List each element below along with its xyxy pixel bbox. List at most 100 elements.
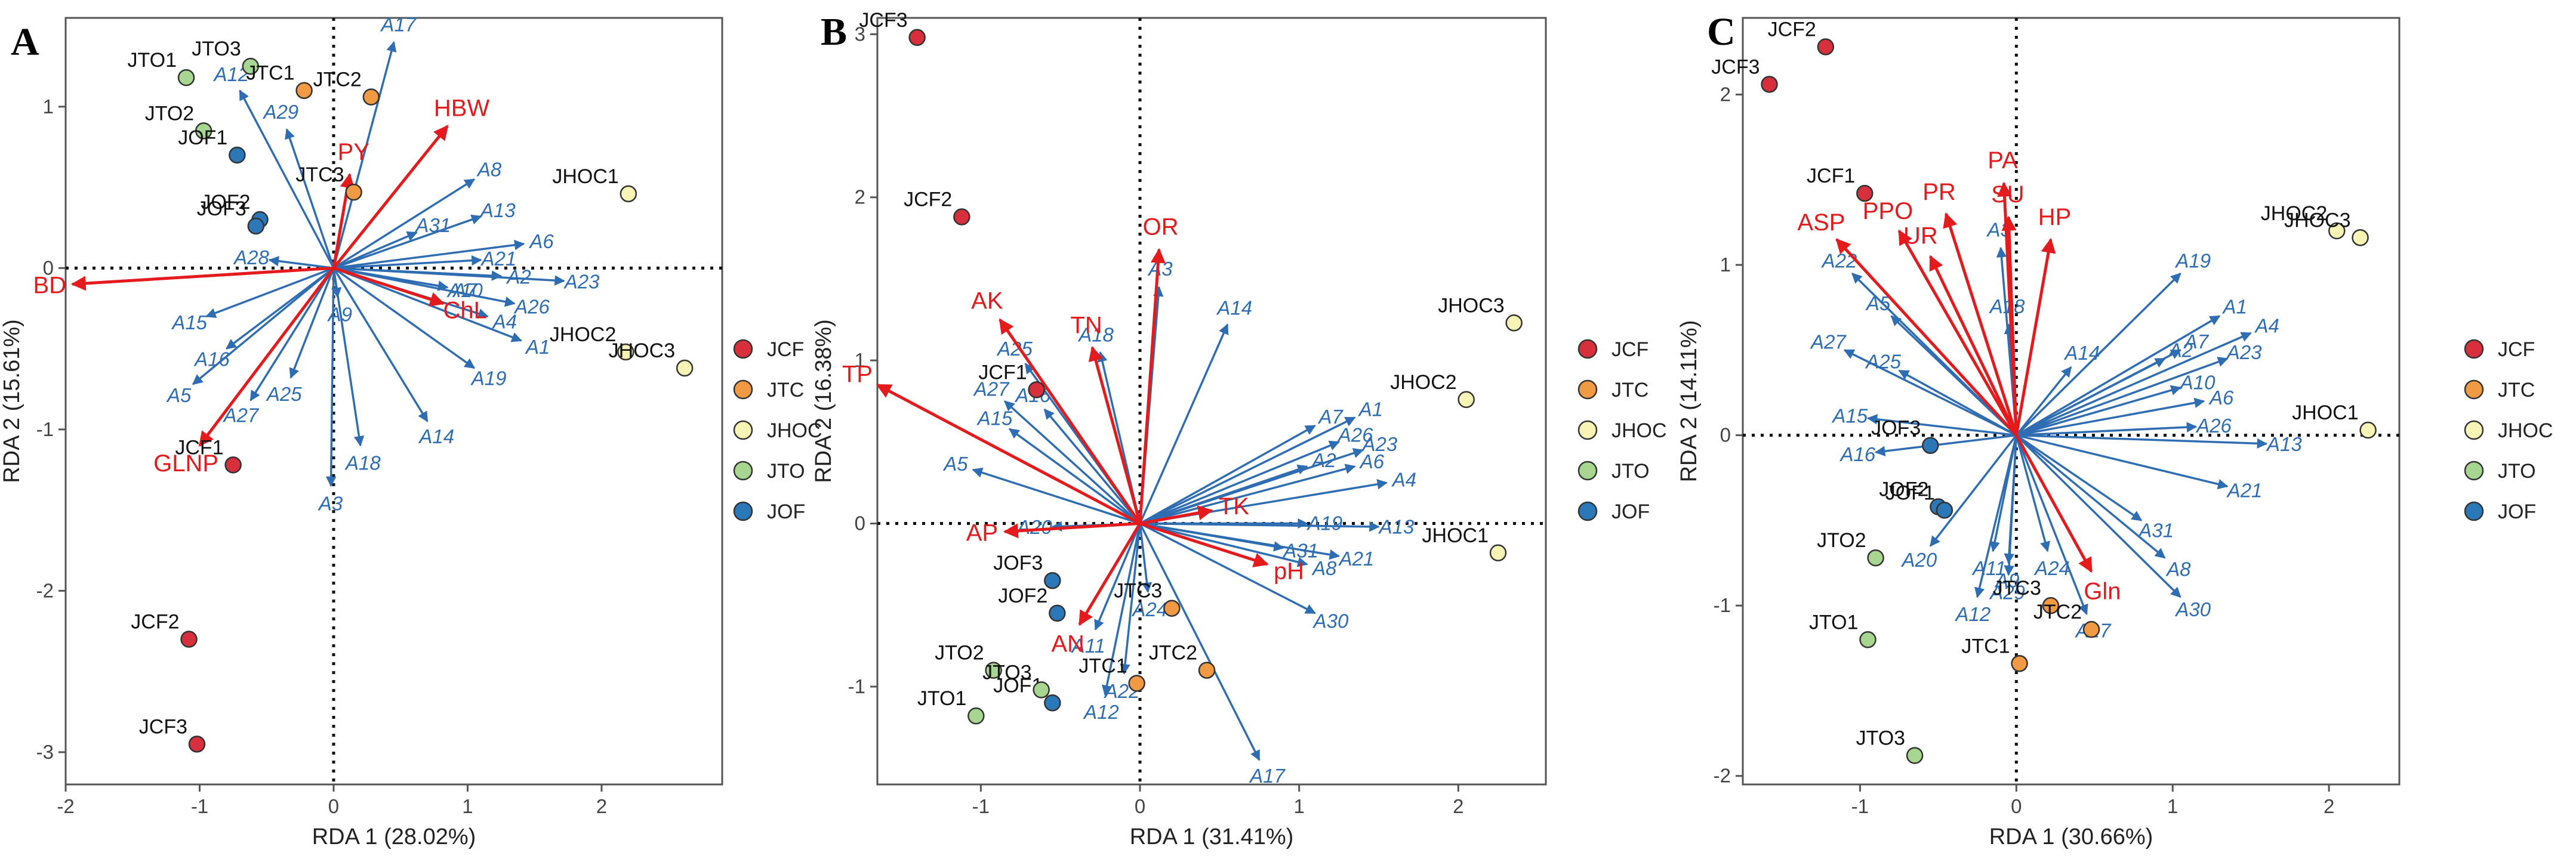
site-point [1458, 391, 1475, 409]
species-arrow [268, 256, 334, 270]
species-arrow [2016, 332, 2252, 437]
species-label: A20 [1016, 516, 1052, 538]
legend-swatch [733, 461, 753, 481]
species-arrow [333, 267, 522, 342]
species-arrow [225, 267, 335, 350]
species-label: A7 [2183, 330, 2210, 353]
species-label: A16 [1839, 443, 1875, 465]
env-arrow [1897, 229, 2018, 436]
species-label: A27 [973, 378, 1010, 400]
species-arrow [2004, 435, 2018, 576]
species-label: A5 [942, 453, 968, 475]
species-arrow [1139, 522, 1316, 614]
site-label: JCF2 [131, 611, 179, 634]
species-arrow [1101, 523, 1141, 696]
legend-label: JTC [1611, 379, 1648, 401]
env-arrow [332, 125, 449, 269]
legend-label: JOF [767, 500, 805, 523]
legend-swatch [2464, 501, 2484, 521]
species-label: A19 [1307, 512, 1343, 534]
plot-frame [876, 17, 1547, 786]
legend-swatch [2464, 420, 2484, 440]
species-label: A18 [1077, 323, 1114, 345]
site-label: JTO2 [935, 642, 984, 665]
site-point [1906, 747, 1924, 764]
env-label: ChL [443, 298, 487, 324]
env-arrow [198, 267, 335, 447]
species-arrow [2016, 349, 2181, 437]
species-label: A16 [193, 348, 230, 370]
site-point [908, 29, 926, 47]
species-label: A21 [1338, 548, 1375, 570]
legend-label: JTC [767, 379, 804, 401]
site-label: JCF2 [904, 189, 952, 211]
site-point [1505, 314, 1523, 332]
species-arrow [285, 128, 335, 268]
site-label: JOF2 [998, 585, 1047, 607]
env-arrow [1835, 238, 2018, 437]
site-label: JOF3 [1871, 417, 1921, 440]
y-tick-label: 3 [855, 23, 865, 45]
species-label: A14 [1216, 297, 1252, 319]
env-arrow [1088, 345, 1142, 524]
legend-swatch [1577, 379, 1598, 400]
env-arrow [2001, 215, 2018, 435]
species-label: A11 [1071, 635, 1105, 657]
site-point [1163, 600, 1181, 617]
site-label: JTO1 [917, 687, 967, 710]
legend-swatch [1577, 420, 1598, 440]
env-label: GLNP [153, 450, 218, 477]
species-arrow [1139, 416, 1356, 525]
env-label: ASP [1797, 209, 1845, 236]
species-arrow [2016, 434, 2229, 490]
site-label: JCF3 [139, 715, 187, 738]
species-arrow [1874, 434, 2017, 456]
y-tick-label: -2 [36, 579, 54, 601]
legend-swatch [1577, 501, 1598, 521]
site-point [229, 146, 246, 164]
species-arrow [333, 214, 482, 269]
site-label: JCF1 [978, 361, 1027, 384]
species-arrow [333, 267, 565, 286]
env-arrow [1138, 248, 1166, 524]
legend-label: JOF [2498, 500, 2536, 523]
species-label: A1 [525, 336, 550, 358]
species-label: A4 [1391, 468, 1416, 490]
legend-label: JTO [1611, 460, 1650, 483]
species-label: A17 [1249, 765, 1286, 787]
species-label: A6 [528, 230, 554, 252]
species-label: A12 [1954, 603, 1990, 625]
species-arrow [333, 255, 482, 270]
species-arrow [1139, 424, 1316, 525]
site-label: JTO3 [192, 38, 241, 60]
site-label: JTC2 [2033, 601, 2082, 623]
species-arrow [1851, 273, 2017, 436]
species-label: A23 [1361, 433, 1397, 455]
species-label: A21 [480, 248, 517, 270]
site-label: JTO3 [1856, 727, 1906, 749]
legend-label: JTO [2498, 460, 2536, 483]
species-arrow [205, 267, 334, 319]
species-arrow [1139, 464, 1356, 525]
site-label: JOF3 [993, 552, 1043, 574]
legend-swatch [733, 379, 753, 400]
site-label: JTO1 [128, 49, 177, 72]
species-arrow [332, 267, 429, 422]
env-label: PR [1922, 179, 1956, 205]
site-label: JHOC3 [2284, 209, 2350, 231]
species-arrow [2016, 434, 2181, 598]
site-point [1856, 184, 1874, 202]
site-label: JOF1 [178, 126, 227, 149]
species-arrow [1120, 523, 1141, 675]
species-label: A13 [2266, 433, 2302, 455]
legend-label: JTO [767, 460, 805, 483]
site-point [345, 183, 362, 201]
env-arrow [1003, 522, 1141, 539]
species-arrow [333, 231, 418, 269]
site-point [242, 57, 260, 75]
env-arrow [1139, 522, 1269, 567]
species-label: A13 [479, 199, 516, 221]
species-label: A22 [1821, 249, 1857, 271]
x-tick-label: 1 [1293, 795, 1304, 817]
